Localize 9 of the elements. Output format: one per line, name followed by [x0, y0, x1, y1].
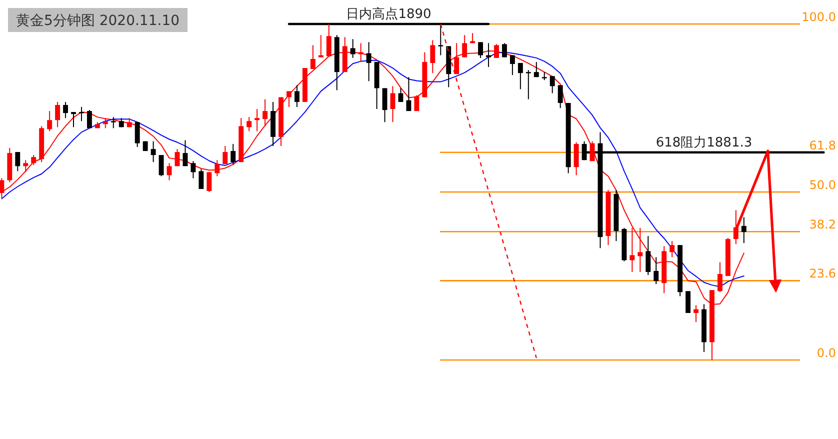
- y-tick-label: 61.8: [809, 138, 836, 152]
- series-label: 618阻力1881.3: [656, 135, 752, 150]
- y-tick-label: 0.0: [816, 346, 836, 360]
- series-label: 日内高点1890: [346, 6, 432, 22]
- chart-title: 黄金5分钟图 2020.11.10: [16, 13, 180, 29]
- y-tick-label: 38.2: [809, 218, 836, 232]
- y-tick-label: 23.6: [809, 266, 836, 281]
- y-tick-label: 100.0: [802, 10, 836, 24]
- y-tick-label: 50.0: [809, 178, 836, 192]
